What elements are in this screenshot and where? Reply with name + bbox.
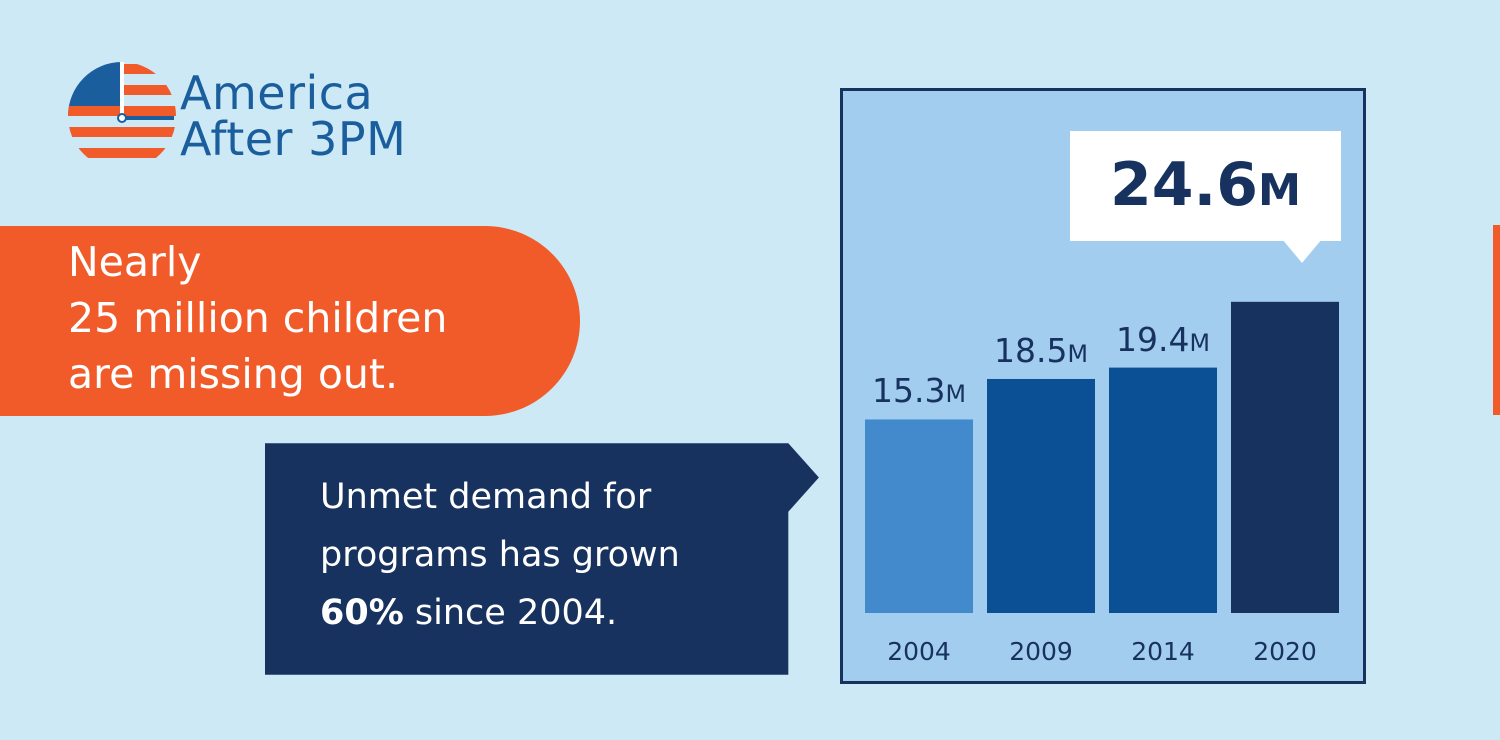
value-unit: M [945, 380, 966, 409]
x-tick-2009: 2009 [1009, 637, 1073, 666]
highlight-value: 24.6M [1070, 145, 1341, 231]
logo-line-1: America [180, 66, 374, 120]
headline-line-3: are missing out. [68, 350, 399, 398]
value-label-2009: 18.5M [976, 330, 1106, 373]
value-label-2004: 15.3M [854, 372, 984, 413]
x-tick-2004: 2004 [887, 637, 951, 666]
america-after-3pm-logo: America After 3PM [66, 60, 446, 180]
headline-banner [0, 226, 580, 416]
callout-line-3: 60% since 2004. [320, 584, 780, 642]
highlight-box [1070, 131, 1341, 241]
bar-2009 [987, 378, 1095, 613]
value-number: 18.5 [994, 330, 1068, 370]
highlight-unit: M [1258, 166, 1302, 216]
bar-chart: 24.6M 2004 15.3M 2009 18.5M 2014 19.4M 2020 [840, 88, 1366, 684]
value-unit: M [1189, 328, 1210, 357]
bar-2014 [1109, 367, 1217, 613]
highlight-pointer [1282, 239, 1322, 263]
callout-line-3-rest: since 2004. [403, 593, 618, 633]
value-number: 19.4 [1116, 319, 1190, 359]
bar-2004 [865, 419, 973, 613]
bar-2020 [1231, 301, 1339, 613]
callout-text: Unmet demand for programs has grown 60% … [320, 468, 780, 642]
callout-line-1: Unmet demand for [320, 477, 652, 517]
logo-line-2: After 3PM [180, 112, 407, 166]
callout-percent: 60% [320, 593, 404, 633]
callout-line-2: programs has grown [320, 535, 680, 575]
right-edge-accent [1493, 225, 1500, 415]
value-label-2014: 19.4M [1098, 319, 1228, 362]
flag-clock-icon [68, 62, 176, 170]
bar-chart-plot [865, 301, 1339, 613]
highlight-number: 24.6 [1109, 150, 1259, 220]
headline-line-1: Nearly [68, 238, 202, 286]
value-unit: M [1067, 339, 1088, 368]
x-tick-2020: 2020 [1253, 637, 1317, 666]
value-number: 15.3 [872, 371, 946, 411]
headline: Nearly 25 million children are missing o… [68, 234, 548, 402]
headline-line-2: 25 million children [68, 294, 448, 342]
x-tick-2014: 2014 [1131, 637, 1195, 666]
callout-arrow-box [265, 443, 819, 675]
